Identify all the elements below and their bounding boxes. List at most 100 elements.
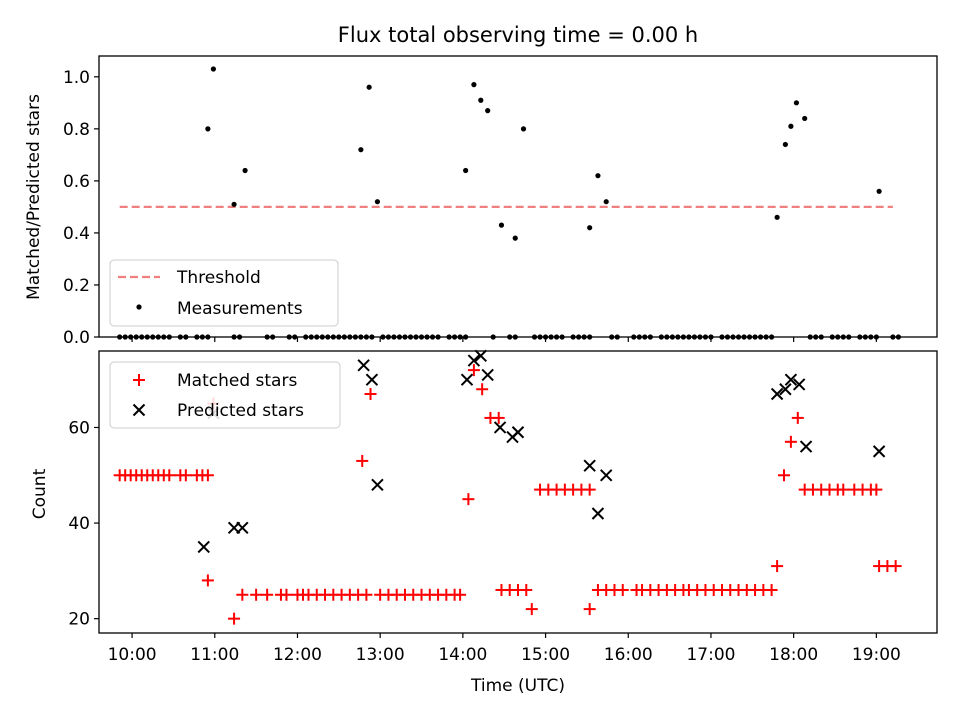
measurement-point [793,100,800,106]
predicted-star-point [511,426,525,439]
ratio-panel: Flux total observing time = 0.00 h Match… [24,23,938,348]
measurement-point [231,201,237,207]
y-tick-label: 0.8 [63,120,90,140]
matched-star-point [360,588,373,601]
x-tick-label: 16:00 [604,645,653,665]
predicted-star-point [365,373,379,386]
matched-star-point [476,383,489,396]
chart-title: Flux total observing time = 0.00 h [338,23,698,47]
matched-star-point [837,483,850,496]
predicted-star-point [792,378,806,391]
y-tick-label: 40 [68,514,90,534]
y-axis-label-ratio: Matched/Predicted stars [24,94,44,300]
measurement-point [478,97,484,103]
measurement-point [205,126,211,132]
predicted-star-point [779,383,792,396]
y-axis-label-count: Count [30,468,50,519]
matched-star-point [778,469,791,482]
predicted-star-point [236,521,249,535]
measurement-point [512,235,518,241]
predicted-star-point [357,359,370,372]
matched-star-point [889,560,902,573]
predicted-star-point [799,440,813,453]
measurement-point [782,141,788,148]
y-ticks-count: 20 40 60 [68,418,99,630]
count-legend: Matched stars Predicted stars [109,361,341,429]
y-tick-label: 60 [68,418,90,438]
measurement-point [520,126,527,132]
legend-threshold-label: Threshold [176,268,261,288]
matched-star-point [179,469,192,482]
measurement-point [366,84,372,90]
x-tick-label: 18:00 [769,645,818,665]
measurement-point [485,108,491,114]
y-tick-label: 0.6 [63,172,90,192]
x-ticks-ratio [131,337,877,342]
predicted-star-point [600,469,613,482]
matched-star-point [492,411,505,424]
matched-star-point [616,583,629,596]
matched-star-point [228,612,241,625]
measurement-point [876,188,882,194]
predicted-star-point [460,373,474,386]
legend-predicted-swatch [132,403,146,417]
matched-star-point [467,364,480,377]
predicted-star-point [197,540,210,554]
measurement-point [242,167,248,174]
y-tick-label: 1.0 [63,68,90,88]
predicted-star-point [784,373,798,386]
matched-star-point [163,469,176,482]
matched-star-point [791,411,804,424]
x-tick-label: 12:00 [273,645,322,665]
x-tick-label: 11:00 [190,645,239,665]
measurement-point [595,173,601,179]
predicted-star-point [481,368,494,382]
count-plot-frame [98,350,938,634]
y-tick-label: 0.0 [63,328,90,348]
legend-predicted-label: Predicted stars [177,401,304,421]
x-tick-label: 17:00 [686,645,735,665]
predicted-star-point [591,507,605,520]
measurement-point [358,147,364,153]
matched-star-point [462,493,475,506]
matched-star-point [236,588,249,601]
measurement-point [471,82,477,88]
matched-star-point [356,454,369,467]
matched-star-point [520,583,533,596]
measurement-point [587,225,593,231]
matched-stars-points [113,364,902,625]
predicted-star-point [872,445,886,458]
matched-star-point [765,583,778,596]
measurement-point [603,199,609,205]
measurement-point [498,222,505,228]
matched-star-point [784,435,797,448]
matched-star-point [201,469,214,482]
matched-star-point [280,588,293,601]
x-tick-label: 14:00 [438,645,487,665]
matched-star-point [870,483,883,496]
matched-star-point [201,574,214,587]
ratio-legend: Threshold Measurements [109,259,339,327]
matched-star-point [583,483,596,496]
measurement-point [802,115,808,122]
matched-star-point [525,603,538,616]
y-ticks-ratio: 0.0 0.2 0.4 0.6 0.8 1.0 [63,68,99,348]
x-tick-label: 15:00 [521,645,570,665]
y-tick-label: 0.2 [63,276,90,296]
legend-matched-swatch [133,374,145,386]
matched-star-point [583,603,596,616]
predicted-star-point [583,459,596,472]
measurement-point [788,123,794,129]
x-ticks-time: 10:00 11:00 12:00 13:00 14:00 15:00 16:00 17:00… [108,633,901,665]
legend-measurements-swatch [136,304,142,310]
x-tick-label: 10:00 [108,645,157,665]
measurement-point [774,214,780,220]
matched-star-point [250,588,263,601]
matched-star-point [261,588,274,601]
matched-star-point [454,588,467,601]
y-tick-label: 0.4 [63,224,90,244]
x-tick-label: 19:00 [852,645,901,665]
